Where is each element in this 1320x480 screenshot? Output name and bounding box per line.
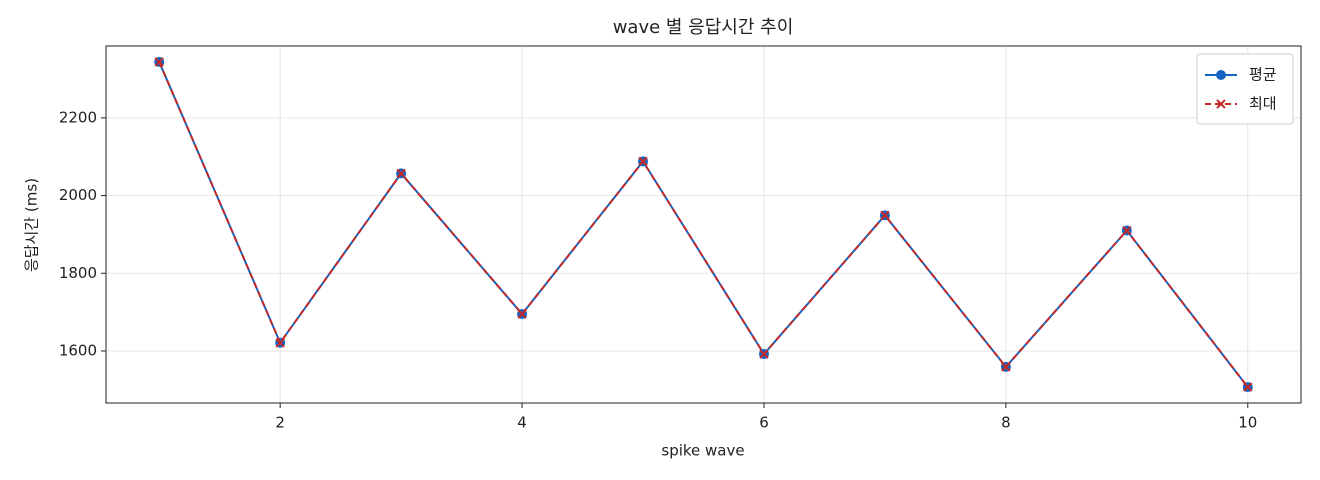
marker xyxy=(154,57,164,67)
series-line xyxy=(158,61,1249,388)
marker xyxy=(275,338,285,348)
marker xyxy=(1243,382,1253,392)
y-axis-label: 응답시간 (ms) xyxy=(23,178,41,272)
legend-marker xyxy=(1216,70,1226,80)
chart-title: wave 별 응답시간 추이 xyxy=(613,17,794,38)
marker xyxy=(396,168,406,179)
marker xyxy=(638,156,648,167)
x-tick-label: 10 xyxy=(1238,414,1257,432)
marker xyxy=(517,309,527,319)
y-tick-label: 2000 xyxy=(59,186,97,204)
x-tick-label: 8 xyxy=(1001,414,1011,432)
x-axis-label: spike wave xyxy=(661,442,744,460)
marker xyxy=(880,210,890,221)
y-tick-label: 2200 xyxy=(59,108,97,126)
legend-box xyxy=(1196,53,1294,125)
legend-label: 최대 xyxy=(1249,95,1277,113)
legend-label: 평균 xyxy=(1249,66,1277,84)
marker xyxy=(759,349,769,359)
y-tick-label: 1800 xyxy=(59,264,97,282)
x-tick-label: 6 xyxy=(759,414,769,432)
x-tick-label: 2 xyxy=(275,414,285,432)
marker xyxy=(1001,362,1011,372)
y-tick-label: 1600 xyxy=(59,341,97,359)
x-tick-label: 4 xyxy=(517,414,527,432)
marker xyxy=(1122,225,1132,236)
plot-frame xyxy=(105,45,1302,404)
series-line xyxy=(158,61,1249,388)
legend-marker xyxy=(1216,99,1226,109)
